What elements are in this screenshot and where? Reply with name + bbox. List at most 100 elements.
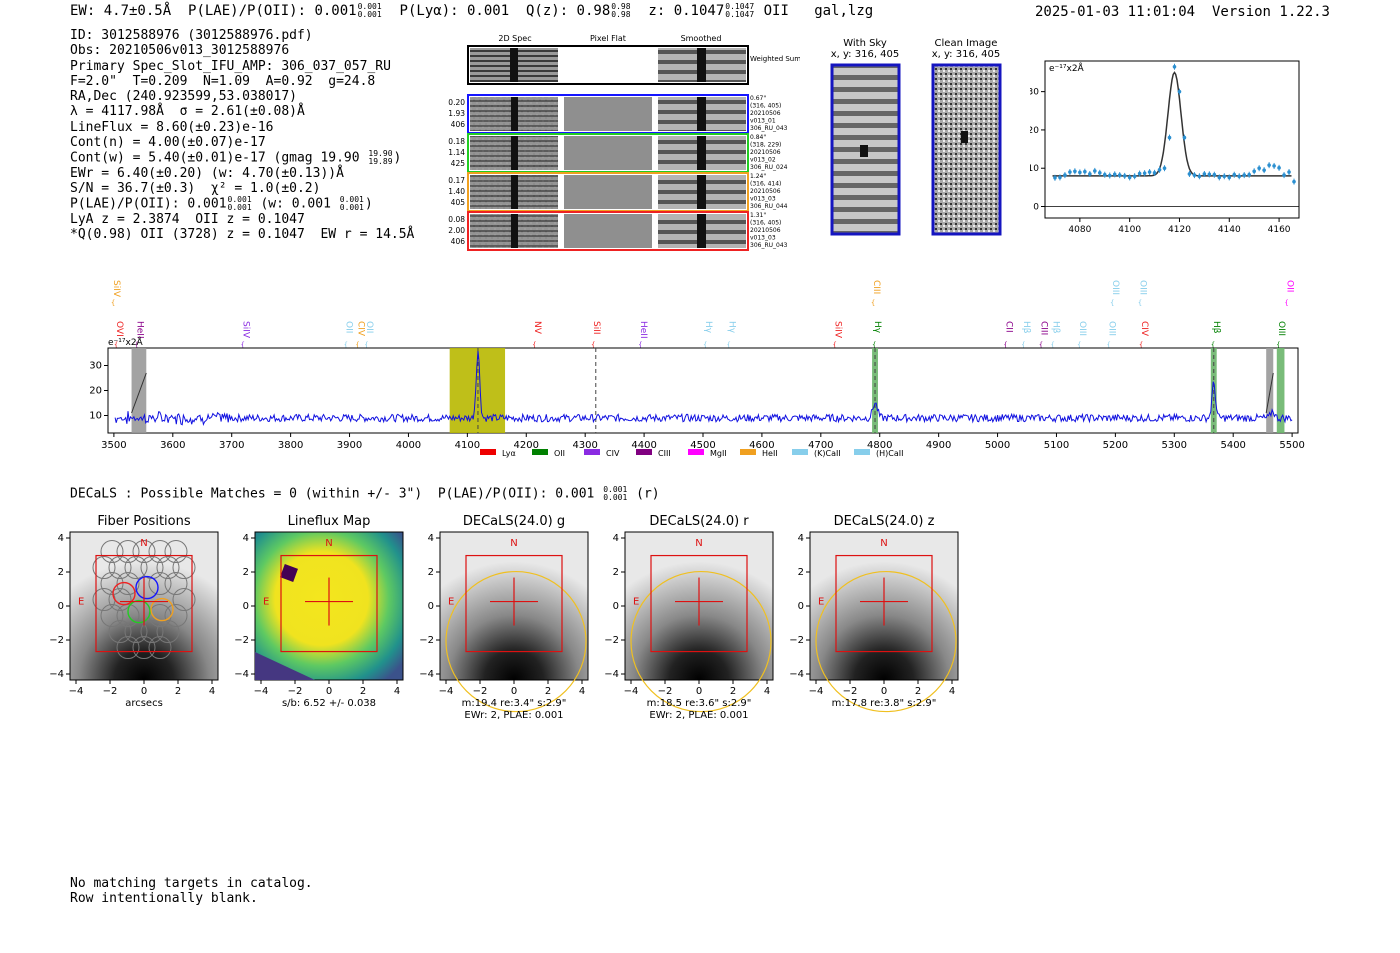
decals-xtick-label: 4 <box>209 686 215 697</box>
weighted-sum-row: Weighted Sum <box>467 45 800 85</box>
legend-swatch <box>792 449 808 455</box>
decals-ytick-label: 2 <box>428 567 434 578</box>
spectrum-line-brace: { <box>871 299 875 307</box>
zoom-data-point <box>1192 173 1197 177</box>
detection-info: ID: 3012588976 (3012588976.pdf) Obs: 202… <box>70 28 414 242</box>
spectrum-xtick-label: 4700 <box>808 440 833 451</box>
zoom-xtick-label: 4120 <box>1168 225 1191 235</box>
decals-xtick-label: 2 <box>360 686 366 697</box>
zoom-data-point <box>1132 174 1137 179</box>
decals-xtick-label: 0 <box>141 686 147 697</box>
ew-value: EW: 4.7±0.5Å <box>70 3 172 19</box>
decals-panel-2: Lineflux Map N E −4 −4 −2 −2 0 0 2 2 4 4 s/b: 6.52 +/… <box>234 514 404 709</box>
zoom-xtick-label: 4080 <box>1068 225 1091 235</box>
legend-label: MgII <box>710 449 727 458</box>
info-plae: P(LAE)/P(OII): 0.0010.001 0.001 (w: 0.001… <box>70 195 373 213</box>
legend-label: OII <box>554 449 565 458</box>
spectrum-line-label: HeII <box>134 321 144 339</box>
catalog-note: No matching targets in catalog. Row inten… <box>70 876 313 906</box>
zoom-data-point <box>1053 175 1057 180</box>
cutout-right-value: 20210506 <box>750 110 781 117</box>
decals-ytick-label: 2 <box>613 567 619 578</box>
cutout-left-value: 0.17 <box>448 176 465 185</box>
spectrum-xtick-label: 5500 <box>1279 440 1304 451</box>
cutout-left-value: 406 <box>451 237 466 246</box>
spectrum-xtick-label: 4500 <box>690 440 715 451</box>
zoom-data-point <box>1292 179 1296 184</box>
spectrum-xtick-label: 5200 <box>1103 440 1128 451</box>
cutout-left-value: 405 <box>451 198 466 207</box>
zoom-data-point <box>1142 171 1147 175</box>
fiber-circle <box>172 556 196 580</box>
zoom-data-point <box>1182 135 1187 140</box>
decals-xtick-label: 2 <box>730 686 736 697</box>
zoom-data-point <box>1257 166 1261 171</box>
fiber-highlight <box>135 575 159 600</box>
spectrum-line-label: OIII <box>1106 321 1116 336</box>
spectrum-xtick-label: 3700 <box>219 440 244 451</box>
zoom-line-chart: e⁻¹⁷x2Å 4080 4100 4120 4140 4160 0 10 20 30 <box>1030 60 1300 235</box>
decals-ytick-label: −4 <box>604 669 619 680</box>
qz-bounds: 0.98 0.98 <box>611 2 631 19</box>
col-flat-label: Pixel Flat <box>590 34 626 43</box>
spectrum-line-label: CII <box>1003 321 1013 333</box>
spectrum-line-label-top: CIII <box>871 280 881 294</box>
fiber-circle <box>100 572 124 596</box>
decals-xtick-label: −2 <box>473 686 488 697</box>
zoom-data-point <box>1247 172 1251 177</box>
decals-xtick-label: −4 <box>254 686 269 697</box>
cutout-left-value: 425 <box>451 159 466 168</box>
lineflux-corner <box>255 652 315 680</box>
info-fwhm: F=2.0" T=0.209 N=1.09 A=0.92 g=24.8 <box>70 73 376 89</box>
info-lineflux: LineFlux = 8.60(±0.23)e-16 <box>70 119 274 135</box>
spectrum-line-brace: { <box>111 299 115 307</box>
search-box <box>95 554 193 653</box>
fiber-highlight <box>150 597 174 622</box>
spectrum-line-brace: { <box>1077 341 1081 349</box>
cutout-right-value: 306_RU_043 <box>750 242 788 249</box>
plae-value: P(LAE)/P(OII): 0.001 <box>188 3 357 19</box>
header-timestamp: 2025-01-03 11:01:04 Version 1.22.3 <box>1035 4 1330 20</box>
lineflux-hotspot <box>280 564 298 582</box>
decals-caption: s/b: 6.52 +/- 0.038 <box>282 698 376 709</box>
cutout-right-value: (318, 229) <box>750 142 781 149</box>
north-label: N <box>325 538 332 549</box>
spectrum-xtick-label: 5400 <box>1220 440 1245 451</box>
search-box <box>650 554 748 653</box>
decals-panel-title: DECaLS(24.0) r <box>649 514 749 529</box>
fiber-circle <box>100 604 124 628</box>
decals-caption: m:17.8 re:3.8" s:2.9" <box>832 698 937 709</box>
zoom-data-point <box>1167 135 1172 140</box>
spectrum-line-brace: { <box>1106 341 1110 349</box>
decals-xtick-label: 4 <box>764 686 770 697</box>
decals-xtick-label: 0 <box>326 686 332 697</box>
cutout-right-value: 0.67" <box>750 95 766 102</box>
decals-ytick-label: 4 <box>428 533 434 544</box>
spectrum-ytick-label: 10 <box>89 411 102 422</box>
east-label: E <box>78 597 84 608</box>
cutout-left-value: 406 <box>451 120 466 129</box>
decals-caption: m:19.4 re:3.4" s:2.9" <box>462 698 567 709</box>
version: Version 1.22.3 <box>1211 4 1330 20</box>
spectrum-line-label-top: OIII <box>1110 280 1120 295</box>
full-spectrum: SiIV{CIII{OIII{OIII{OII{ OVI{HeII{SiIV{O… <box>89 280 1305 458</box>
info-radec: RA,Dec (240.923599,53.038017) <box>70 89 297 105</box>
fiber-circle <box>156 556 180 580</box>
decals-ytick-label: 2 <box>243 567 249 578</box>
spectrum-line-brace: { <box>1003 341 1007 349</box>
decals-ytick-label: −2 <box>789 635 804 646</box>
spectrum-line-brace: { <box>1039 341 1043 349</box>
fiber-circle <box>148 572 172 596</box>
info-contw: Cont(w) = 5.40(±0.01)e-17 (gmag 19.90 19… <box>70 149 402 167</box>
with-sky-title: With Sky x, y: 316, 405 <box>830 38 900 60</box>
spectrum-xtick-label: 4600 <box>749 440 774 451</box>
decals-xtick-label: −4 <box>809 686 824 697</box>
spectrum-xtick-label: 3500 <box>101 440 126 451</box>
decals-caption: arcsecs <box>125 698 163 709</box>
east-label: E <box>263 597 269 608</box>
spectrum-line-brace: { <box>1139 341 1143 349</box>
fiber-circle <box>164 540 188 564</box>
zoom-data-point <box>1287 170 1291 174</box>
info-lambda: λ = 4117.98Å σ = 2.61(±0.08)Å <box>70 104 305 120</box>
spectrum-line-brace: { <box>703 341 707 349</box>
